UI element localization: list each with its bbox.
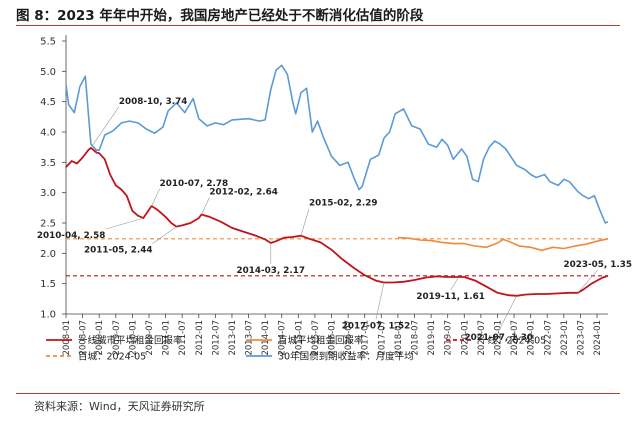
y-tick-label: 2.0 [40,249,56,260]
x-tick-label: 2024-01 [593,320,603,356]
source-note: 资料来源：Wind，天风证券研究所 [34,398,205,414]
annotation-leader [153,227,177,244]
y-tick-label: 2.5 [40,219,56,230]
y-tick-label: 5.0 [40,67,56,78]
x-tick-label: 2014-01 [261,320,271,356]
figure-title: 图 8：2023 年年中开始，我国房地产已经处于不断消化估值的阶段 [16,4,423,24]
annotation-label: 2023-05, 1.35 [564,260,633,270]
y-tick-label: 3.0 [40,188,56,199]
annotation-leader [451,277,459,290]
annotation-label: 2015-02, 2.29 [309,199,378,209]
y-tick-label: 4.0 [40,128,56,139]
legend-label: 百城：2024-05 [78,352,146,363]
series-line-2 [398,238,608,251]
reference-lines [66,239,608,276]
x-tick-label: 2013-01 [228,320,238,356]
x-tick-label: 2012-07 [211,320,221,356]
legend-label: 30年国债到期收益率：月度平均 [278,351,414,363]
x-tick-label: 2012-01 [195,320,205,356]
annotation-label: 2019-11, 1.61 [416,292,485,302]
bottom-rule [16,393,620,394]
y-tick-label: 5.5 [40,37,56,48]
chart: 1.01.52.02.53.03.54.04.55.05.5 2008-01 20… [0,26,636,396]
annotation-label: 2011-05, 2.44 [84,246,153,256]
annotation-leader [301,209,309,236]
y-axis: 1.0 1.5 2.0 2.5 3.0 3.5 4.0 4.5 5.0 5.5 [40,35,66,321]
annotation-leader [91,107,119,148]
series-line-1 [66,148,608,296]
x-tick-label: 2023-01 [560,320,570,356]
y-tick-label: 4.5 [40,97,56,108]
annotation-leader [152,189,160,206]
annotation-label: 2014-03, 2.17 [237,266,306,276]
annotation-label: 2010-04, 2.58 [37,231,106,241]
x-tick-label: 2019-01 [427,320,437,356]
legend-label: 一线：2024-05 [478,335,546,347]
y-tick-label: 1.0 [40,310,56,321]
annotation-label: 2017-07, 1.52 [342,321,411,331]
annotation-label: 2008-10, 3.74 [119,97,188,107]
x-tick-label: 2013-07 [245,320,255,356]
x-tick-label: 2019-07 [444,320,454,356]
x-tick-label: 2018-07 [410,320,420,356]
y-tick-label: 1.5 [40,279,56,290]
annotation-leader [105,218,143,229]
legend-label: 百城平均租金回报率 [278,335,364,347]
annotation-leader [201,198,209,215]
annotation-label: 2012-02, 2.64 [209,188,278,198]
x-tick-label: 2023-07 [576,320,586,356]
legend-label: 一线城市平均租金回报率 [78,335,183,347]
y-tick-label: 3.5 [40,158,56,169]
x-tick-label: 2008-01 [62,320,72,356]
figure: { "figure_title": "图 8：2023 年年中开始，我国房地产已… [0,0,636,424]
